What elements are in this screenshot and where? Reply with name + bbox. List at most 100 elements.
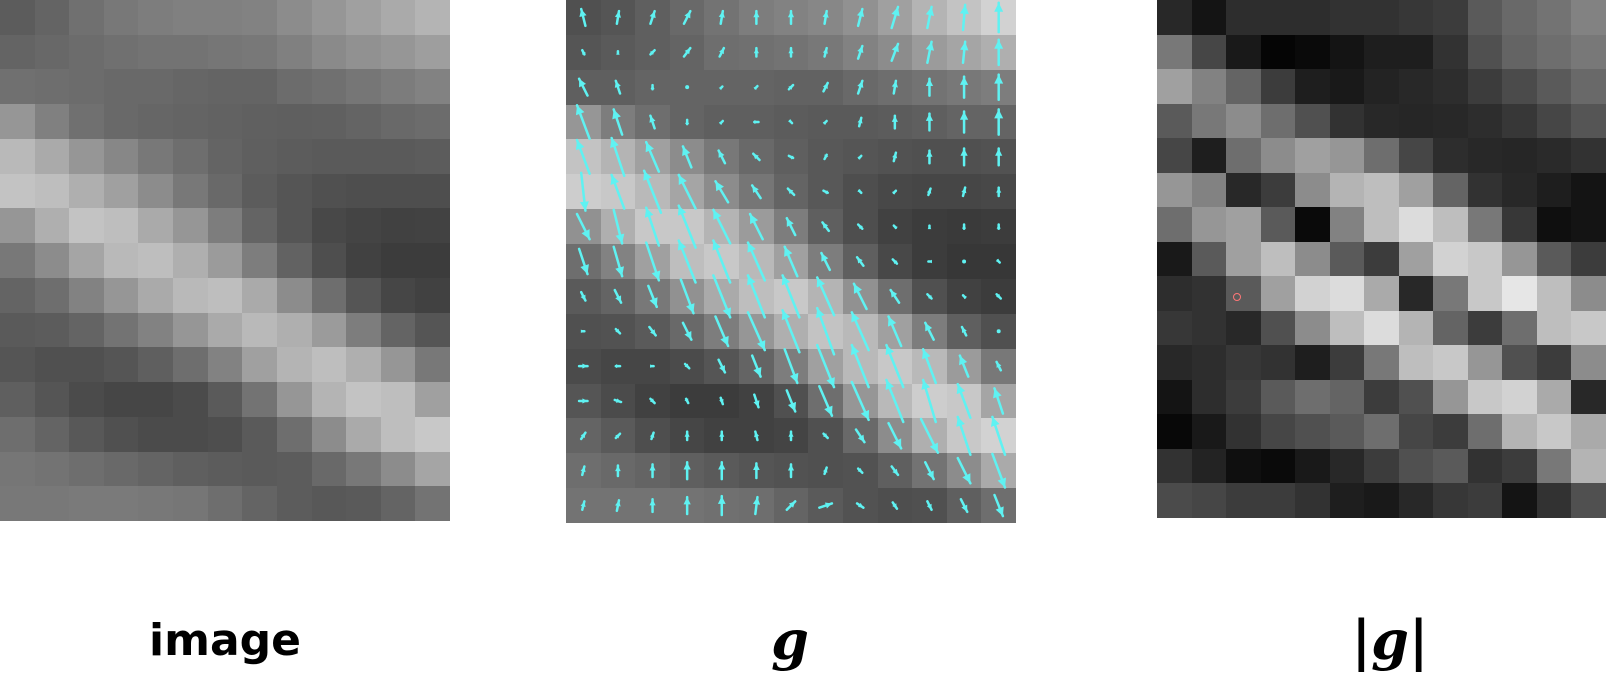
- gradient-arrow: [746, 311, 767, 352]
- gradient-arrow: [753, 462, 760, 480]
- gradient-arrow: [821, 221, 831, 233]
- gradient-magnitude-pixel-cell: [1571, 207, 1606, 242]
- image-pixel-cell: [138, 277, 174, 313]
- gradient-magnitude-pixel-cell: [1467, 414, 1503, 449]
- gradient-arrow: [781, 274, 801, 319]
- gradient-arrow: [649, 431, 655, 441]
- gradient-arrow: [681, 145, 693, 169]
- gradient-arrow: [614, 327, 622, 335]
- gradient-magnitude-pixel-cell: [1226, 138, 1261, 173]
- gradient-magnitude-pixel-cell: [1260, 138, 1296, 173]
- image-pixel-cell: [276, 69, 312, 105]
- gradient-magnitude-pixel-cell: [1433, 483, 1468, 518]
- gradient-arrow: [579, 171, 589, 212]
- gradient-arrow: [683, 495, 691, 516]
- gradient-arrow: [891, 189, 898, 195]
- gradient-magnitude-pixel-cell: [1433, 207, 1468, 242]
- image-pixel-cell: [242, 277, 277, 313]
- gradient-arrow: [575, 103, 591, 141]
- gradient-arrow: [785, 500, 797, 512]
- gradient-magnitude-pixel-cell: [1329, 241, 1365, 277]
- image-pixel-cell: [138, 69, 174, 105]
- image-pixel-cell: [311, 451, 347, 487]
- image-pixel-cell: [415, 382, 450, 417]
- image-pixel-cell: [69, 138, 104, 174]
- gradient-magnitude-pixel-cell: [1191, 69, 1227, 104]
- image-pixel-cell: [242, 104, 277, 139]
- image-pixel-cell: [242, 382, 277, 417]
- gradient-magnitude-pixel-cell: [1364, 69, 1399, 104]
- gradient-magnitude-pixel-cell: [1191, 379, 1227, 415]
- image-pixel-cell: [103, 208, 139, 244]
- gradient-arrow: [718, 461, 726, 481]
- gradient-magnitude-pixel-cell: [1502, 138, 1537, 173]
- gradient-magnitude-pixel-cell: [1260, 276, 1296, 311]
- gradient-arrow: [822, 466, 828, 476]
- gradient-magnitude-pixel-cell: [1260, 172, 1296, 208]
- image-pixel-cell: [173, 347, 208, 383]
- gradient-magnitude-pixel-cell: [1157, 448, 1192, 484]
- gradient-arrow: [787, 463, 795, 479]
- gradient-magnitude-pixel-cell: [1157, 69, 1192, 104]
- gradient-arrow: [614, 9, 622, 25]
- gradient-arrow: [718, 85, 724, 91]
- gradient-arrow: [783, 348, 799, 385]
- gradient-magnitude-pixel-cell: [1260, 483, 1296, 518]
- gradient-arrow: [575, 212, 591, 241]
- image-pixel-cell: [207, 34, 243, 70]
- image-pixel-cell: [138, 486, 174, 521]
- gradient-magnitude-pixel-cell: [1295, 172, 1330, 208]
- image-pixel-cell: [138, 208, 174, 244]
- gradient-magnitude-pixel-cell: [1157, 483, 1192, 518]
- gradient-magnitude-pixel-cell: [1502, 103, 1537, 139]
- image-pixel-cell: [173, 486, 208, 521]
- image-pixel-cell: [138, 138, 174, 174]
- image-pixel-cell: [0, 451, 35, 487]
- image-pixel-cell: [346, 69, 381, 105]
- gradient-magnitude-pixel-cell: [1398, 448, 1434, 484]
- gradient-magnitude-pixel-cell: [1433, 103, 1468, 139]
- gradient-arrow: [613, 288, 623, 304]
- gradient-magnitude-pixel-cell: [1329, 207, 1365, 242]
- gradient-arrow: [781, 308, 801, 354]
- image-panel: [0, 0, 450, 521]
- image-pixel-cell: [138, 104, 174, 139]
- gradient-arrow: [924, 461, 935, 481]
- gradient-arrow: [961, 294, 967, 300]
- gradient-magnitude-pixel-cell: [1398, 0, 1434, 35]
- image-pixel-cell: [103, 382, 139, 417]
- gradient-magnitude-pixel-cell: [1226, 379, 1261, 415]
- gradient-arrow: [750, 354, 762, 378]
- gradient-magnitude-pixel-cell: [1433, 172, 1468, 208]
- image-pixel-cell: [380, 486, 416, 521]
- image-pixel-cell: [380, 138, 416, 174]
- gradient-arrow: [854, 428, 866, 444]
- gradient-magnitude-pixel-cell: [1157, 310, 1192, 346]
- gradient-arrow: [580, 465, 586, 477]
- image-pixel-cell: [34, 69, 70, 105]
- image-pixel-cell: [103, 69, 139, 105]
- gradient-magnitude-pixel-cell: [1157, 414, 1192, 449]
- gradient-arrow: [649, 114, 656, 130]
- gradient-arrow: [850, 311, 870, 352]
- image-pixel-cell: [69, 451, 104, 487]
- image-pixel-cell: [34, 486, 70, 521]
- gradient-magnitude-pixel-cell: [1467, 34, 1503, 70]
- gradient-arrow: [850, 380, 870, 422]
- gradient-arrow: [995, 147, 1003, 167]
- image-pixel-cell: [0, 347, 35, 383]
- gradient-magnitude-pixel-cell: [1260, 345, 1296, 380]
- gradient-arrow: [815, 276, 836, 317]
- gradient-arrow: [613, 398, 623, 404]
- image-pixel-cell: [69, 0, 104, 35]
- gradient-arrow: [887, 315, 903, 348]
- gradient-magnitude-pixel-cell: [1329, 310, 1365, 346]
- gradient-arrow: [748, 212, 764, 241]
- gradient-magnitude-pixel-cell: [1260, 379, 1296, 415]
- image-pixel-cell: [34, 208, 70, 244]
- gradient-arrow: [857, 116, 863, 128]
- image-pixel-cell: [0, 312, 35, 348]
- gradient-magnitude-pixel-cell: [1467, 138, 1503, 173]
- gradient-magnitude-pixel-cell: [1502, 69, 1537, 104]
- gradient-arrow: [642, 169, 663, 215]
